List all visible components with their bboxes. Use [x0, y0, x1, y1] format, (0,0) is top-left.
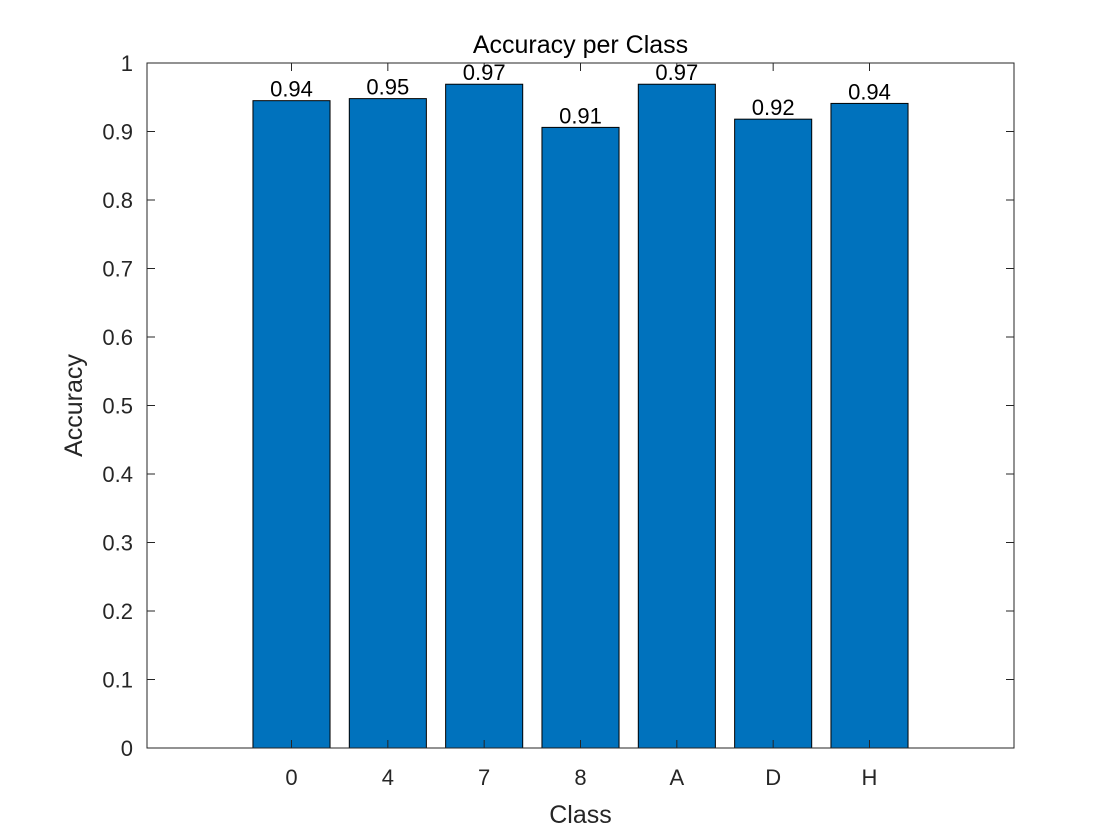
x-tick-label-8: 8 [574, 765, 586, 790]
data-label-0: 0.94 [270, 77, 313, 102]
y-tick-label-10: 1 [121, 51, 133, 76]
bars-layer [252, 83, 909, 749]
y-tick-label-5: 0.5 [102, 394, 133, 419]
bar-A [637, 83, 716, 749]
y-tick-label-2: 0.2 [102, 599, 133, 624]
x-axis-title: Class [549, 801, 612, 829]
y-tick-label-6: 0.6 [102, 325, 133, 350]
labels-layer: 0.94 0.950.970.910.970.920.9400.10.20.30.… [102, 51, 891, 790]
y-axis-title: Accuracy [60, 354, 88, 457]
bar-D [734, 118, 813, 749]
data-label-D: 0.92 [752, 95, 795, 120]
x-tick-label-H: H [862, 765, 878, 790]
y-tick-label-3: 0.3 [102, 531, 133, 556]
chart-title: Accuracy per Class [473, 31, 688, 59]
bar-H [830, 102, 909, 749]
x-tick-label-7: 7 [478, 765, 490, 790]
y-tick-label-0: 0 [121, 736, 133, 761]
y-tick-label-1: 0.1 [102, 668, 133, 693]
bar-0 [252, 100, 331, 749]
bar-7 [445, 83, 524, 749]
data-label-H: 0.94 [848, 79, 891, 104]
bar-8 [541, 126, 620, 749]
y-tick-label-8: 0.8 [102, 188, 133, 213]
x-tick-label-D: D [765, 765, 781, 790]
x-tick-label-A: A [669, 765, 684, 790]
bar-4 [348, 98, 427, 749]
axes-layer [146, 62, 1015, 749]
data-label-4: 0.95 [366, 75, 409, 100]
data-label-8: 0.91 [559, 103, 602, 128]
y-tick-label-7: 0.7 [102, 257, 133, 282]
x-tick-label-4: 4 [382, 765, 394, 790]
data-label-7: 0.97 [463, 60, 506, 85]
y-tick-label-4: 0.4 [102, 462, 133, 487]
x-tick-label-0: 0 [285, 765, 297, 790]
data-label-A: 0.97 [655, 60, 698, 85]
y-tick-label-9: 0.9 [102, 120, 133, 145]
